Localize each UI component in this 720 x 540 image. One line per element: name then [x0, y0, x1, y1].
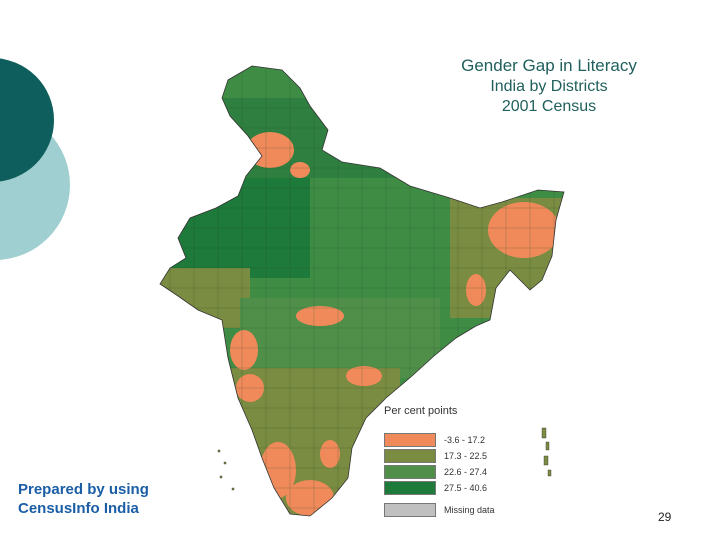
india-district-map — [150, 58, 570, 533]
legend-item: 22.6 - 27.4 — [384, 465, 487, 479]
district-regions — [160, 66, 564, 516]
legend-swatch — [384, 503, 436, 517]
legend-label: Missing data — [444, 505, 495, 515]
legend-label: 22.6 - 27.4 — [444, 467, 488, 477]
map-title-block: Gender Gap in Literacy India by District… — [420, 56, 678, 116]
legend-heading: Per cent points — [384, 405, 458, 417]
legend-label: 17.3 - 22.5 — [444, 451, 488, 461]
legend-item: -3.6 - 17.2 — [384, 433, 485, 447]
map-subtitle: India by Districts — [490, 78, 608, 95]
credit-line-1: Prepared by using — [18, 481, 149, 498]
credit-line-2: CensusInfo India — [18, 500, 139, 517]
legend-item: Missing data — [384, 503, 495, 517]
page-number: 29 — [658, 510, 672, 524]
legend-swatch — [384, 465, 436, 479]
legend-label: -3.6 - 17.2 — [444, 435, 486, 445]
india-outline — [159, 65, 565, 517]
island-groups — [217, 427, 552, 491]
legend-label: 27.5 - 40.6 — [444, 483, 488, 493]
legend-swatch — [384, 449, 436, 463]
legend-swatch — [384, 433, 436, 447]
decorative-circle-dark — [0, 58, 54, 182]
credit-text: Prepared by using CensusInfo India — [18, 480, 149, 518]
map-title: Gender Gap in Literacy — [461, 56, 637, 75]
legend-item: 27.5 - 40.6 — [384, 481, 487, 495]
map-legend: Per cent points -3.6 - 17.2 17.3 - 22.5 … — [384, 405, 544, 517]
decorative-circles — [0, 58, 70, 260]
legend-swatch — [384, 481, 436, 495]
map-census-label: 2001 Census — [501, 98, 597, 115]
legend-item: 17.3 - 22.5 — [384, 449, 487, 463]
